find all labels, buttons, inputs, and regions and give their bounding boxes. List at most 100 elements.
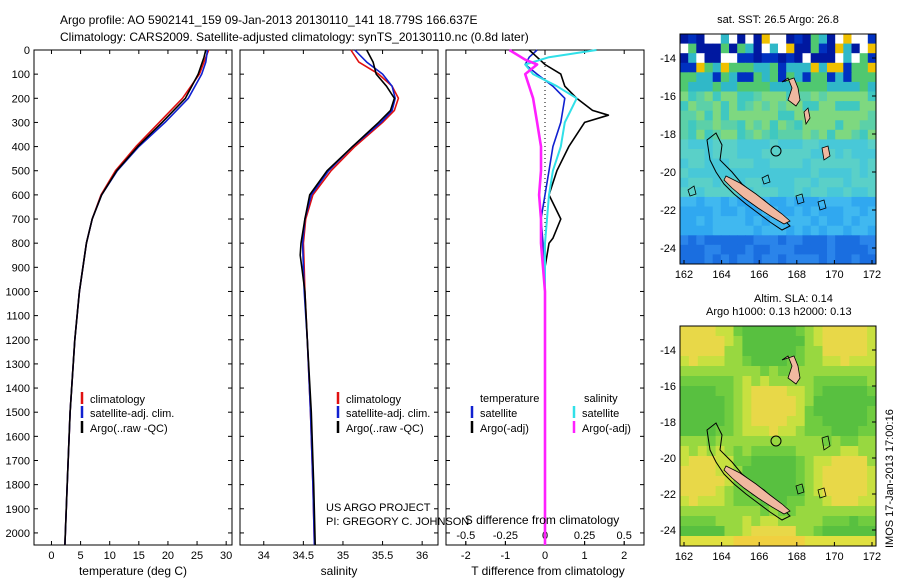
map-cell (706, 386, 717, 397)
map-cell (786, 346, 797, 357)
map-x-tick-label: 172 (863, 551, 881, 563)
map-cell (818, 254, 828, 264)
map-cell (867, 34, 876, 45)
map-cell (715, 376, 725, 387)
map-cell (786, 254, 795, 264)
map-cell (712, 139, 722, 150)
map-cell (737, 43, 746, 54)
map-cell (720, 149, 730, 160)
map-cell (835, 101, 844, 112)
map-cell (704, 244, 714, 255)
map-cell (813, 526, 823, 537)
map-cell (786, 476, 797, 487)
map-cell (742, 486, 752, 497)
map-cell (835, 187, 844, 198)
map-cell (835, 129, 844, 140)
map-cell (720, 72, 730, 83)
map-cell (753, 187, 763, 198)
map-cell (859, 177, 869, 188)
map-cell (712, 101, 722, 112)
map-cell (795, 526, 806, 537)
map-cell (786, 225, 795, 236)
map-cell (802, 53, 812, 64)
map-cell (696, 225, 705, 236)
map-cell (680, 416, 690, 427)
map-cell (715, 496, 725, 507)
map-cell (831, 366, 841, 377)
map-cell (729, 254, 738, 264)
map-cell (822, 476, 832, 487)
map-cell (822, 536, 832, 546)
map-cell (688, 158, 697, 169)
map-cell (831, 516, 841, 527)
map-cell (680, 516, 690, 527)
map-cell (849, 346, 859, 357)
map-cell (786, 466, 797, 477)
map-cell (835, 158, 844, 169)
map-cell (822, 466, 832, 477)
map-cell (831, 536, 841, 546)
x-tick-label: 34 (258, 550, 270, 562)
map-cell (859, 110, 869, 121)
map-cell (680, 386, 690, 397)
map-cell (840, 346, 850, 357)
map-cell (859, 43, 869, 54)
map-cell (786, 120, 795, 131)
map-cell (843, 216, 852, 227)
map-cell (867, 436, 876, 447)
map-cell (745, 206, 754, 217)
depth-tick-label: 500 (12, 166, 30, 178)
map-cell (751, 426, 761, 437)
map-cell (843, 187, 852, 198)
map-cell (813, 476, 823, 487)
map-cell (851, 149, 861, 160)
map-cell (802, 149, 812, 160)
map-cell (696, 254, 705, 264)
map-cell (769, 336, 779, 347)
map-cell (794, 129, 803, 140)
map-cell (858, 466, 868, 477)
map-cell (851, 206, 861, 217)
map-x-tick-label: 166 (750, 269, 768, 281)
map-cell (704, 129, 714, 140)
map-cell (867, 536, 876, 546)
map-y-tick-label: -22 (660, 489, 676, 501)
map-cell (835, 206, 844, 217)
x-tick-label: 30 (220, 550, 232, 562)
depth-tick-label: 1100 (6, 311, 30, 323)
map-cell (761, 101, 771, 112)
map-cell (802, 129, 812, 140)
map-cell (813, 376, 823, 387)
map-cell (867, 72, 876, 83)
map-cell (822, 526, 832, 537)
map-cell (849, 526, 859, 537)
map-cell (786, 386, 797, 397)
map-cell (794, 72, 803, 83)
map-cell (802, 196, 812, 207)
map-cell (843, 149, 852, 160)
map-cell (849, 376, 859, 387)
map-cell (794, 206, 803, 217)
map-cell (835, 177, 844, 188)
map-cell (795, 416, 806, 427)
map-cell (786, 149, 795, 160)
legend-label-argo: Argo(..raw -QC) (90, 423, 168, 435)
salinity-profiles (299, 49, 400, 546)
map-cell (786, 81, 795, 92)
map-cell (840, 386, 850, 397)
map-cell (712, 53, 722, 64)
x-tick-label: 35 (337, 550, 349, 562)
map-cell (712, 72, 722, 83)
map-cell (724, 356, 734, 367)
map-cell (858, 376, 868, 387)
map-cell (804, 526, 815, 537)
map-cell (733, 346, 743, 357)
map-cell (786, 62, 795, 73)
map-cell (696, 244, 705, 255)
map-cell (843, 254, 852, 264)
map-cell (810, 43, 820, 54)
map-cell (745, 34, 754, 45)
map-cell (737, 91, 746, 102)
map-cell (795, 326, 806, 337)
map-cell (760, 476, 770, 487)
